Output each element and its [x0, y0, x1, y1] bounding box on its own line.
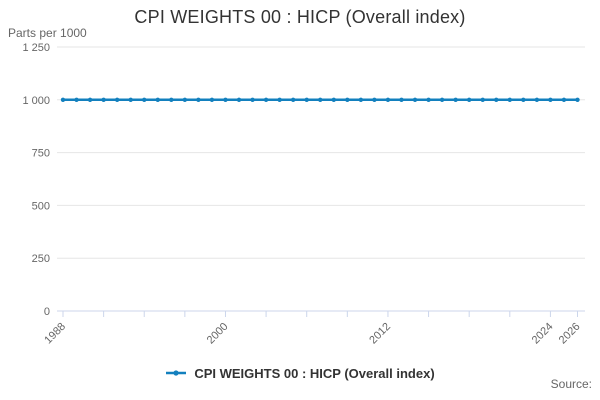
- legend-marker-icon: [166, 370, 187, 376]
- x-axis-tick-label: 2024: [530, 321, 556, 347]
- series-marker: [236, 97, 242, 103]
- y-axis-tick-label: 750: [32, 148, 50, 160]
- series-marker: [318, 97, 323, 103]
- series-marker: [453, 97, 458, 103]
- series-marker: [358, 97, 364, 103]
- series-marker: [372, 97, 377, 103]
- x-axis-tick-label: 2012: [367, 321, 393, 347]
- series-marker: [250, 97, 255, 103]
- series-marker: [521, 97, 526, 103]
- y-axis-tick-label: 0: [44, 306, 50, 318]
- series-marker: [114, 97, 120, 103]
- series-marker: [507, 97, 513, 103]
- series-marker: [412, 97, 418, 103]
- series-marker: [399, 97, 404, 103]
- source-label: Source:: [550, 377, 592, 391]
- series-marker: [331, 97, 336, 103]
- series-marker: [182, 97, 188, 103]
- y-axis-unit-label: Parts per 1000: [8, 26, 87, 40]
- y-axis-tick-label: 1 250: [22, 42, 50, 54]
- series-marker: [277, 97, 282, 103]
- series-marker: [263, 97, 269, 103]
- series-marker: [101, 97, 106, 103]
- legend-item-label[interactable]: CPI WEIGHTS 00 : HICP (Overall index): [194, 365, 435, 381]
- series-marker: [60, 97, 66, 103]
- series-marker: [87, 97, 93, 103]
- series-marker: [155, 97, 160, 103]
- series-marker: [548, 97, 553, 103]
- series-marker: [169, 97, 174, 103]
- y-axis-tick-label: 250: [32, 253, 50, 265]
- y-axis-tick-label: 1 000: [22, 95, 50, 107]
- series-marker: [426, 97, 431, 103]
- x-axis-tick-label: 2000: [205, 321, 231, 347]
- series-marker: [290, 97, 296, 103]
- legend: CPI WEIGHTS 00 : HICP (Overall index): [0, 363, 600, 383]
- series-marker: [575, 97, 580, 103]
- series-marker: [304, 97, 309, 103]
- series-marker: [439, 97, 445, 103]
- y-axis-tick-label: 500: [32, 200, 50, 212]
- series-marker: [128, 97, 133, 103]
- x-axis-tick-label: 2026: [557, 321, 583, 347]
- series-marker: [466, 97, 472, 103]
- series-marker: [345, 97, 350, 103]
- series-marker: [223, 97, 228, 103]
- series-marker: [561, 97, 567, 103]
- series-marker: [534, 97, 540, 103]
- series-marker: [142, 97, 147, 103]
- series-marker: [385, 97, 391, 103]
- series-marker: [74, 97, 79, 103]
- x-axis-tick-label: 1988: [42, 321, 68, 347]
- series-marker: [494, 97, 499, 103]
- series-marker: [480, 97, 485, 103]
- series-marker: [196, 97, 201, 103]
- plot-area: 0 250 500 750 1 000 1 250 1988 2000 2012 2024 2026: [22, 42, 585, 347]
- chart-title: CPI WEIGHTS 00 : HICP (Overall index): [134, 7, 466, 27]
- series-marker: [209, 97, 215, 103]
